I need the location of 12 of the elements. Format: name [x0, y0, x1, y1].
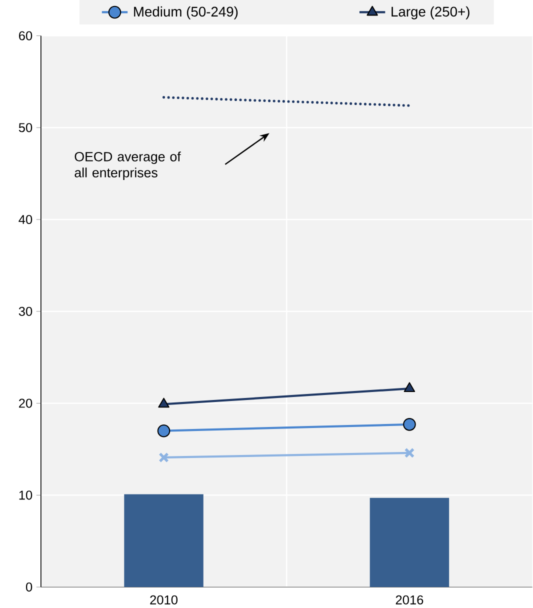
y-tick-label: 0	[26, 582, 32, 592]
x-tick-label: 2010	[150, 595, 178, 604]
x-tick-label: 2016	[396, 595, 424, 604]
y-tick-label: 30	[18, 306, 32, 316]
y-tick-label: 20	[19, 398, 32, 408]
y-tick-label: 40	[18, 214, 32, 224]
y-tick-label: 60	[19, 31, 32, 40]
legend-label: Medium (50-249)	[134, 6, 238, 20]
legend-label: Large (250+)	[392, 6, 470, 20]
y-tick-label: 10	[19, 490, 32, 500]
y-tick-label: 50	[18, 123, 32, 132]
annotation: OECD average of all enterprises	[74, 152, 181, 180]
